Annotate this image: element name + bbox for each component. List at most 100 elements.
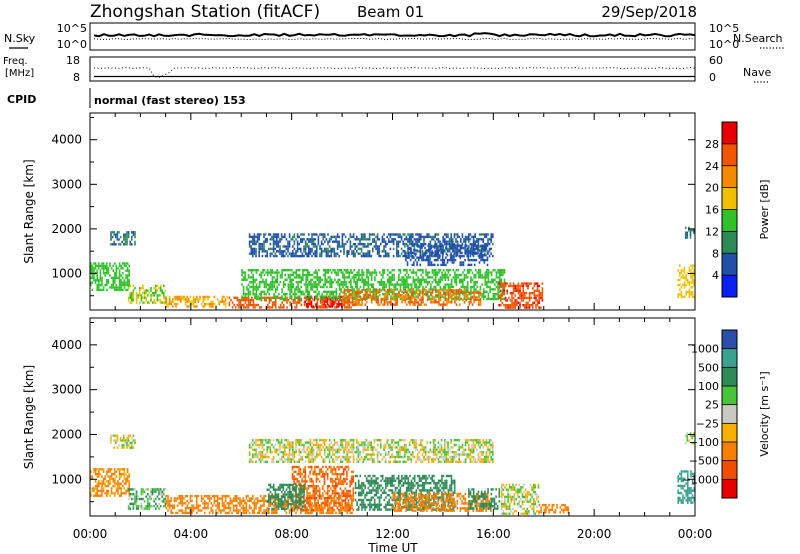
data-cell — [289, 278, 291, 281]
data-cell — [234, 509, 236, 512]
data-cell — [132, 296, 135, 299]
data-cell — [300, 233, 302, 236]
data-cell — [332, 295, 334, 298]
data-cell — [434, 281, 437, 284]
data-cell — [362, 281, 365, 284]
data-cell — [538, 289, 540, 292]
data-cell — [253, 502, 256, 505]
data-cell — [684, 236, 687, 239]
data-cell — [295, 250, 297, 253]
data-cell — [300, 281, 302, 284]
data-cell — [96, 286, 98, 289]
data-cell — [110, 472, 113, 476]
data-cell — [679, 271, 681, 275]
data-cell — [433, 269, 435, 272]
data-cell — [474, 233, 476, 236]
data-cell — [93, 487, 95, 490]
data-cell — [386, 290, 389, 293]
data-cell — [362, 245, 364, 248]
data-cell — [366, 271, 368, 274]
data-cell — [677, 295, 679, 299]
data-cell — [168, 298, 171, 301]
data-cell — [288, 233, 291, 236]
data-cell — [383, 247, 385, 251]
data-cell — [433, 244, 436, 247]
data-cell — [295, 254, 297, 258]
data-cell — [233, 296, 235, 299]
data-cell — [464, 244, 466, 247]
data-cell — [129, 243, 131, 246]
data-cell — [205, 494, 208, 498]
data-cell — [442, 247, 444, 251]
data-cell — [375, 247, 377, 251]
data-cell — [296, 506, 299, 510]
data-cell — [289, 293, 291, 296]
data-cell — [456, 235, 459, 239]
data-cell — [488, 247, 491, 251]
data-cell — [324, 247, 326, 251]
data-cell — [289, 288, 291, 291]
data-cell — [255, 254, 257, 258]
data-cell — [336, 233, 339, 236]
data-cell — [429, 235, 432, 239]
data-cell — [186, 305, 188, 308]
data-cell — [153, 299, 155, 302]
data-cell — [396, 293, 399, 297]
data-cell — [532, 287, 534, 290]
data-cell — [468, 233, 470, 236]
data-cell — [142, 291, 144, 295]
data-cell — [96, 468, 98, 471]
data-cell — [276, 288, 278, 291]
data-cell — [389, 233, 392, 236]
data-cell — [407, 238, 409, 241]
data-cell — [308, 511, 310, 515]
data-cell — [342, 468, 345, 471]
data-cell — [98, 484, 100, 488]
data-cell — [342, 494, 345, 497]
data-cell — [464, 235, 467, 239]
data-cell — [468, 291, 471, 294]
data-cell — [482, 238, 484, 241]
data-cell — [188, 506, 190, 510]
data-cell — [462, 293, 464, 296]
data-cell — [311, 254, 313, 258]
data-cell — [143, 294, 146, 297]
data-cell — [292, 254, 294, 258]
data-cell — [314, 506, 316, 510]
data-cell — [405, 235, 408, 239]
data-cell — [408, 242, 411, 246]
data-cell — [288, 235, 291, 239]
data-cell — [368, 235, 371, 239]
data-cell — [110, 487, 113, 490]
data-cell — [306, 511, 308, 515]
data-cell — [691, 274, 694, 277]
data-cell — [519, 294, 521, 297]
data-cell — [280, 500, 283, 503]
data-cell — [398, 273, 400, 277]
data-cell — [385, 293, 387, 297]
data-cell — [114, 274, 116, 277]
data-cell — [94, 281, 97, 284]
data-cell — [276, 493, 278, 496]
data-cell — [442, 269, 445, 272]
data-cell — [309, 509, 312, 512]
data-cell — [378, 303, 381, 306]
data-cell — [352, 250, 355, 253]
data-cell — [422, 269, 424, 272]
data-cell — [301, 473, 303, 476]
data-cell — [390, 283, 392, 286]
data-cell — [252, 511, 254, 515]
data-cell — [331, 299, 333, 302]
data-cell — [260, 295, 262, 298]
data-cell — [522, 294, 524, 297]
data-cell — [276, 240, 278, 243]
data-cell — [288, 509, 291, 512]
data-cell — [140, 505, 143, 508]
data-cell — [291, 473, 294, 476]
data-cell — [415, 238, 417, 241]
data-cell — [184, 298, 187, 301]
data-cell — [194, 298, 196, 301]
data-cell — [268, 488, 270, 491]
data-cell — [120, 274, 122, 277]
data-cell — [427, 244, 430, 247]
